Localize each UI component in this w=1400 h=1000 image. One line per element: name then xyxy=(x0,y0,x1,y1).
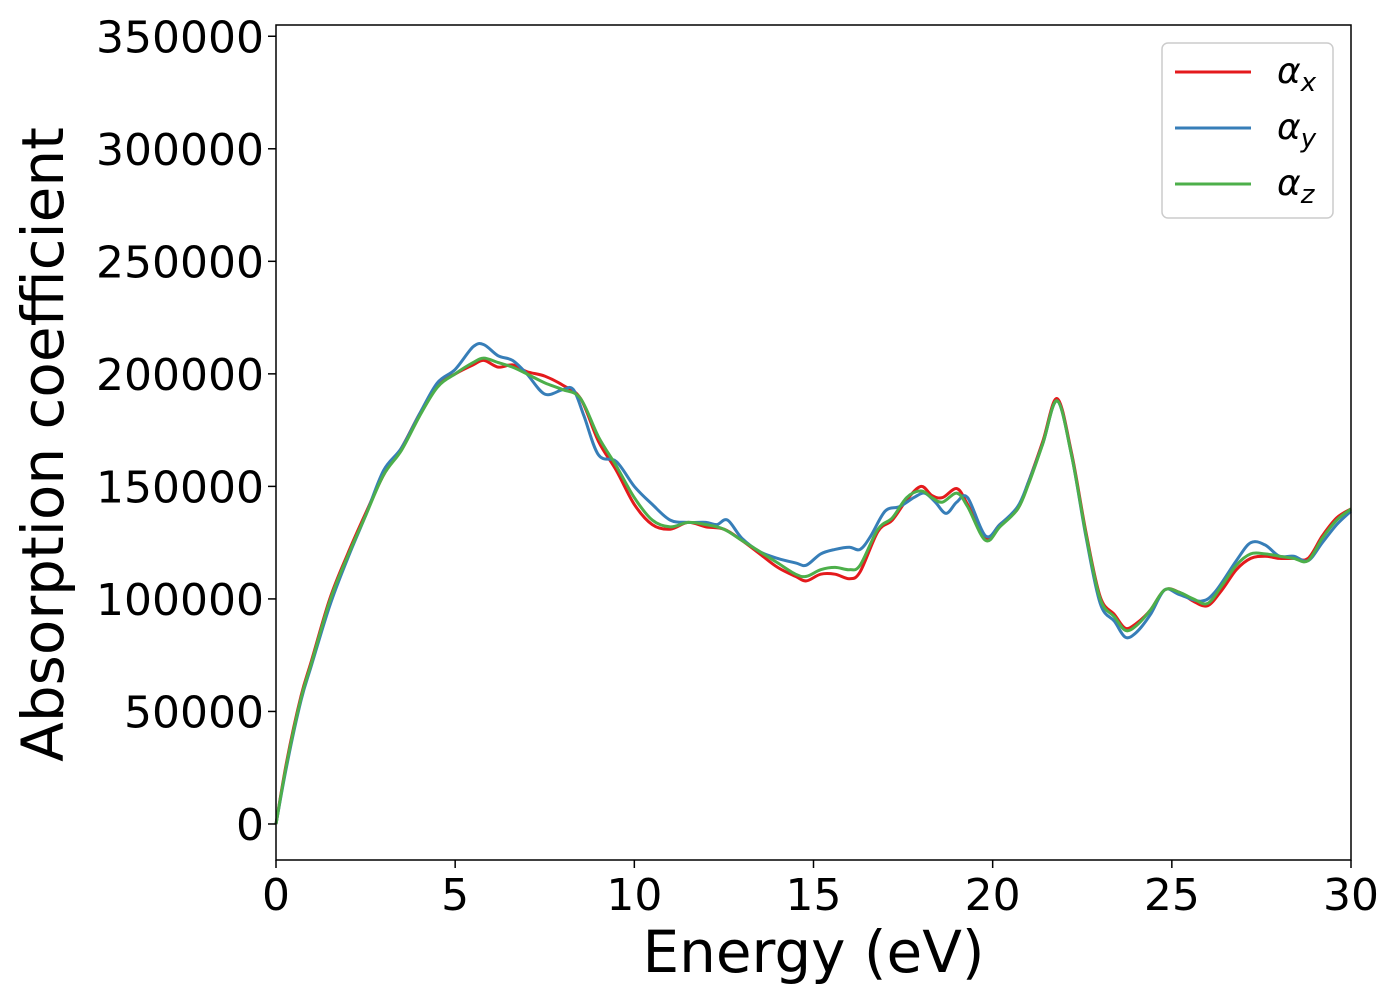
x-tick-label: 30 xyxy=(1323,870,1379,921)
y-tick-label: 250000 xyxy=(96,237,264,288)
x-tick-label: 15 xyxy=(786,870,842,921)
y-axis-title: Absorption coefficient xyxy=(9,127,77,762)
series-line-y xyxy=(274,342,1353,825)
x-axis-ticks: 0 5 10 15 20 25 30 xyxy=(262,860,1379,921)
legend-label-y: αy xyxy=(1277,107,1317,154)
legend-box xyxy=(1161,42,1334,219)
legend: αx αy αz xyxy=(1161,42,1334,219)
y-tick-label: 300000 xyxy=(96,125,264,176)
x-tick-label: 20 xyxy=(965,870,1021,921)
x-tick-label: 25 xyxy=(1144,870,1200,921)
y-tick-label: 50000 xyxy=(124,687,264,738)
legend-label-x: αx xyxy=(1277,51,1317,98)
series-layer xyxy=(274,342,1353,825)
legend-label-z: αz xyxy=(1277,163,1316,210)
y-axis-ticks: 0 50000 100000 150000 200000 250000 300000 3500… xyxy=(96,12,276,851)
series-line-x xyxy=(274,358,1352,825)
y-tick-label: 150000 xyxy=(96,462,264,513)
y-tick-label: 200000 xyxy=(96,350,264,401)
x-axis-title: Energy (eV) xyxy=(642,918,984,986)
y-tick-label: 350000 xyxy=(96,12,264,63)
y-tick-label: 100000 xyxy=(96,575,264,626)
series-line-z xyxy=(274,356,1352,825)
x-tick-label: 10 xyxy=(606,870,662,921)
y-tick-label: 0 xyxy=(236,800,264,851)
x-tick-label: 5 xyxy=(441,870,469,921)
x-tick-label: 0 xyxy=(262,870,290,921)
